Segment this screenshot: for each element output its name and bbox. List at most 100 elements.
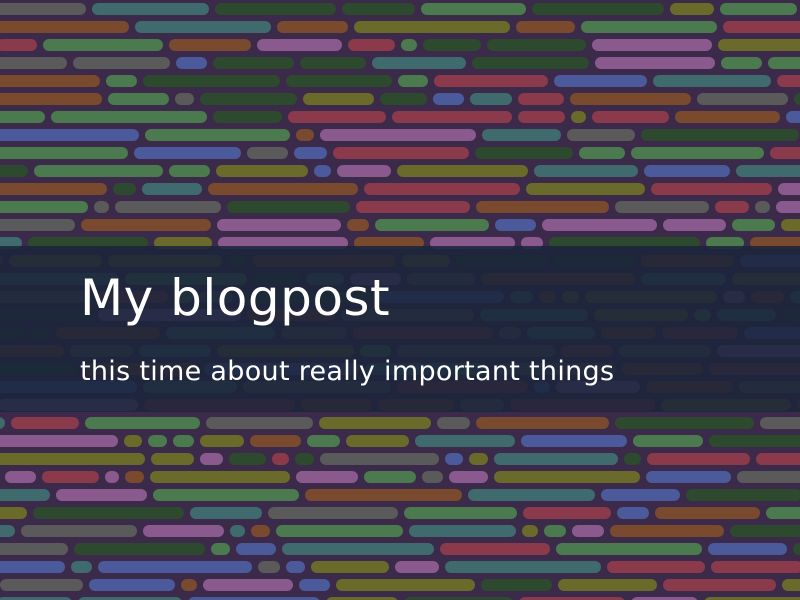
code-bar	[0, 21, 129, 33]
code-bar	[624, 453, 641, 465]
code-bar	[776, 201, 800, 213]
code-bar	[94, 201, 109, 213]
code-bar	[81, 219, 211, 231]
code-bar	[641, 129, 799, 141]
code-bar	[644, 165, 730, 177]
code-bar	[481, 579, 552, 591]
code-bar	[206, 417, 313, 429]
code-bar	[534, 165, 638, 177]
code-bar	[33, 507, 184, 519]
code-bar	[793, 543, 800, 555]
code-bar	[663, 219, 726, 231]
code-bar	[336, 579, 475, 591]
code-bar	[631, 147, 764, 159]
code-bar	[571, 111, 586, 123]
code-bar	[567, 129, 635, 141]
code-bar	[581, 21, 717, 33]
code-bar	[98, 561, 252, 573]
code-bar	[615, 201, 709, 213]
code-bar	[0, 39, 37, 51]
code-bar	[43, 39, 163, 51]
code-bar	[203, 579, 293, 591]
code-bar	[34, 165, 163, 177]
code-bar	[440, 543, 550, 555]
code-bar	[0, 147, 128, 159]
code-bar	[124, 435, 142, 447]
title-banner	[0, 246, 800, 412]
code-bar	[305, 489, 462, 501]
code-bar	[346, 435, 409, 447]
code-bar	[686, 489, 800, 501]
code-bar	[326, 597, 398, 600]
code-bar	[397, 165, 528, 177]
code-bar	[709, 435, 800, 447]
code-bar	[74, 543, 205, 555]
code-bar	[135, 21, 271, 33]
code-bar	[250, 435, 301, 447]
code-bar	[375, 219, 489, 231]
code-bar	[579, 147, 625, 159]
code-bar	[320, 453, 439, 465]
code-bar	[516, 21, 575, 33]
code-bar	[294, 147, 327, 159]
code-bar	[646, 471, 731, 483]
code-bar	[200, 93, 297, 105]
code-bar	[108, 93, 169, 105]
code-bar	[730, 525, 800, 537]
code-bar	[208, 183, 358, 195]
code-bar	[0, 597, 72, 600]
code-bar	[592, 39, 712, 51]
code-bar	[770, 147, 800, 159]
code-bar	[85, 417, 200, 429]
code-bar	[558, 579, 657, 591]
code-bar	[647, 453, 750, 465]
code-bar	[151, 453, 194, 465]
code-bar	[592, 111, 669, 123]
code-bar	[143, 525, 224, 537]
code-bar	[475, 147, 573, 159]
code-bar	[0, 489, 50, 501]
code-bar	[395, 561, 439, 573]
code-bar	[556, 543, 702, 555]
code-bar	[421, 3, 526, 15]
code-bar	[296, 471, 358, 483]
code-bar	[200, 453, 223, 465]
code-bar	[521, 435, 627, 447]
code-bar	[216, 165, 308, 177]
code-bar	[675, 111, 780, 123]
code-bar	[449, 471, 488, 483]
code-bar	[494, 453, 618, 465]
code-bar	[277, 21, 348, 33]
code-bar	[258, 561, 280, 573]
code-bar	[257, 39, 342, 51]
code-bar	[105, 471, 119, 483]
code-bar	[5, 471, 36, 483]
code-bar	[756, 453, 800, 465]
code-bar	[286, 75, 392, 87]
code-bar	[711, 561, 800, 573]
code-bar	[617, 507, 649, 519]
code-bar	[544, 525, 566, 537]
code-bar	[794, 93, 800, 105]
code-bar	[217, 219, 341, 231]
code-bar	[125, 471, 144, 483]
code-bar	[296, 129, 314, 141]
code-bar	[115, 201, 221, 213]
code-bar	[633, 435, 703, 447]
code-bar	[0, 543, 68, 555]
code-bar	[723, 21, 800, 33]
code-bar	[607, 561, 705, 573]
code-bar	[0, 93, 102, 105]
code-bar	[631, 597, 698, 600]
code-bar	[78, 597, 182, 600]
code-bar	[415, 435, 515, 447]
code-bar	[610, 525, 724, 537]
code-bar	[73, 57, 170, 69]
code-bar	[0, 579, 83, 591]
code-bar	[148, 435, 167, 447]
code-bar	[476, 417, 609, 429]
code-bar	[595, 57, 715, 69]
code-bar	[0, 129, 139, 141]
code-bar	[401, 39, 417, 51]
